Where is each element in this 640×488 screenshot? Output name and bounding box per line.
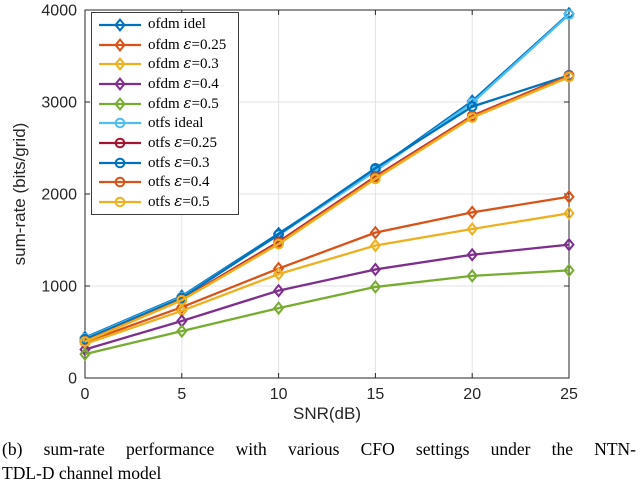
series-marker bbox=[176, 300, 188, 315]
series-marker bbox=[369, 262, 382, 277]
figure-caption: (b) sum-rate performance with various CF… bbox=[2, 437, 636, 485]
legend-circle-marker-icon bbox=[99, 196, 141, 208]
legend-circle-marker-icon bbox=[99, 137, 141, 149]
legend-item: otfs ε=0.3 bbox=[98, 154, 238, 172]
series-marker bbox=[563, 237, 575, 252]
legend-diamond-marker-icon bbox=[99, 37, 141, 52]
series-marker bbox=[79, 336, 91, 347]
y-axis-label: sum-rate (bits/grid) bbox=[10, 122, 29, 266]
legend-item: ofdm ε=0.25 bbox=[98, 36, 238, 54]
series-marker bbox=[176, 324, 188, 339]
legend-item: ofdm ε=0.3 bbox=[98, 55, 238, 73]
y-tick-label: 2000 bbox=[41, 187, 77, 204]
series-marker bbox=[563, 189, 575, 204]
series-marker bbox=[369, 238, 382, 253]
series-marker bbox=[79, 342, 91, 357]
series-line bbox=[84, 269, 570, 356]
series-marker bbox=[466, 221, 478, 236]
series-line bbox=[84, 74, 570, 341]
series-marker bbox=[176, 294, 188, 306]
y-tick-label: 0 bbox=[68, 371, 77, 388]
legend-label: ofdm idel bbox=[148, 16, 206, 33]
legend-item: ofdm ε=0.4 bbox=[98, 75, 238, 93]
x-tick-label: 15 bbox=[367, 386, 385, 403]
caption-line-2: TDL-D channel model bbox=[2, 463, 162, 483]
series-marker bbox=[563, 206, 575, 221]
legend-diamond-marker-icon bbox=[99, 57, 141, 72]
legend-item: ofdm ε=0.5 bbox=[98, 95, 238, 113]
legend-label: ofdm ε=0.25 bbox=[148, 34, 227, 53]
y-tick-label: 3000 bbox=[41, 95, 77, 112]
caption-line-1: (b) sum-rate performance with various CF… bbox=[2, 439, 636, 459]
series-marker bbox=[466, 205, 478, 220]
x-tick-label: 10 bbox=[270, 386, 288, 403]
series-line bbox=[84, 212, 570, 346]
x-tick-label: 5 bbox=[177, 386, 186, 403]
legend-item: ofdm idel bbox=[98, 16, 238, 34]
series-marker bbox=[466, 101, 478, 112]
series-marker bbox=[563, 263, 575, 278]
legend-circle-marker-icon bbox=[99, 117, 141, 129]
x-axis-label: SNR(dB) bbox=[292, 404, 362, 423]
legend-label: ofdm ε=0.3 bbox=[148, 54, 219, 73]
legend-item: otfs ε=0.25 bbox=[98, 134, 238, 152]
legend-label: otfs ideal bbox=[148, 114, 204, 131]
series-line bbox=[84, 243, 570, 351]
series-marker bbox=[370, 173, 381, 185]
x-tick-label: 20 bbox=[463, 386, 481, 403]
x-tick-label: 0 bbox=[81, 386, 90, 403]
x-tick-label: 25 bbox=[560, 386, 578, 403]
series-marker bbox=[272, 267, 285, 282]
legend-label: ofdm ε=0.4 bbox=[148, 73, 219, 92]
series-marker bbox=[466, 112, 478, 123]
legend-label: otfs ε=0.25 bbox=[148, 132, 218, 151]
y-tick-label: 1000 bbox=[41, 279, 77, 296]
legend-item: otfs ε=0.5 bbox=[98, 193, 238, 211]
legend-circle-marker-icon bbox=[99, 157, 141, 168]
series-marker bbox=[563, 71, 575, 83]
legend-label: otfs ε=0.3 bbox=[148, 152, 210, 171]
legend-diamond-marker-icon bbox=[99, 96, 141, 111]
series-marker bbox=[369, 225, 382, 240]
legend-item: otfs ideal bbox=[98, 114, 238, 132]
legend-circle-marker-icon bbox=[99, 177, 141, 188]
series-marker bbox=[79, 347, 91, 362]
legend-diamond-marker-icon bbox=[99, 76, 141, 91]
series-marker bbox=[272, 283, 285, 298]
series-marker bbox=[466, 268, 478, 283]
chart-legend: ofdm idel ofdm ε=0.25 ofdm ε=0.3 ofdm ε=0.4… bbox=[91, 12, 239, 215]
series-marker bbox=[369, 279, 382, 294]
legend-diamond-marker-icon bbox=[99, 17, 141, 32]
series-marker bbox=[563, 9, 575, 20]
legend-label: otfs ε=0.4 bbox=[148, 172, 210, 191]
legend-label: otfs ε=0.5 bbox=[148, 192, 210, 211]
series-marker bbox=[272, 301, 285, 316]
y-tick-label: 4000 bbox=[41, 3, 77, 20]
series-line bbox=[84, 76, 570, 343]
series-marker bbox=[273, 238, 284, 250]
legend-label: ofdm ε=0.5 bbox=[148, 93, 219, 112]
series-marker bbox=[466, 247, 478, 262]
legend-item: otfs ε=0.4 bbox=[98, 173, 238, 191]
series-line bbox=[84, 195, 570, 344]
